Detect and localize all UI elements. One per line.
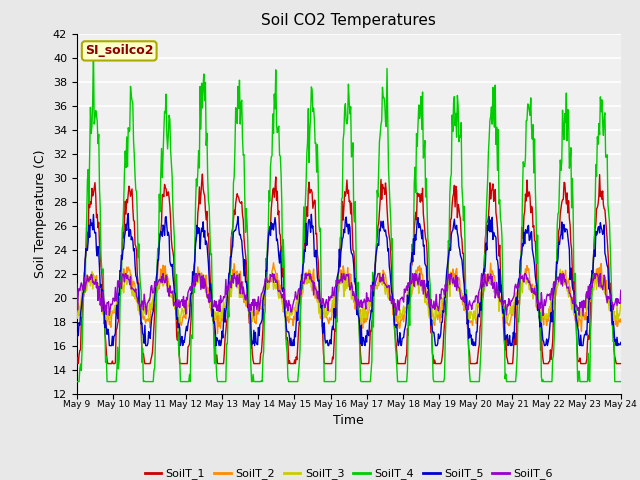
SoilT_5 <box>417 224 424 229</box>
SoilT_6 <box>73 281 81 287</box>
SoilT_4 <box>617 379 625 384</box>
SoilT_1 <box>617 361 625 367</box>
SoilT_2 <box>83 278 90 284</box>
SoilT_6 <box>140 307 147 313</box>
SoilT_4 <box>83 218 90 224</box>
SoilT_3 <box>431 305 439 311</box>
SoilT_1 <box>73 361 81 367</box>
SoilT_4 <box>223 341 231 347</box>
SoilT_6 <box>250 313 258 319</box>
SoilT_5 <box>224 283 232 288</box>
SoilT_4 <box>431 379 439 384</box>
SoilT_2 <box>214 331 221 336</box>
SoilT_3 <box>83 288 90 294</box>
SoilT_3 <box>223 294 231 300</box>
Line: SoilT_4: SoilT_4 <box>77 48 621 382</box>
SoilT_5 <box>433 343 440 348</box>
SoilT_2 <box>417 276 424 281</box>
SoilT_5 <box>83 247 90 253</box>
Text: SI_soilco2: SI_soilco2 <box>85 44 154 58</box>
SoilT_1 <box>83 244 90 250</box>
SoilT_3 <box>216 319 223 324</box>
SoilT_1 <box>431 361 439 367</box>
SoilT_6 <box>83 279 90 285</box>
SoilT_6 <box>195 271 202 276</box>
SoilT_2 <box>617 316 625 322</box>
SoilT_4 <box>416 116 424 121</box>
SoilT_4 <box>140 379 147 384</box>
SoilT_1 <box>194 210 202 216</box>
SoilT_4 <box>90 45 97 51</box>
SoilT_6 <box>617 288 625 293</box>
SoilT_2 <box>223 299 231 305</box>
SoilT_2 <box>73 313 81 319</box>
Line: SoilT_3: SoilT_3 <box>77 269 621 322</box>
SoilT_2 <box>194 264 202 270</box>
SoilT_1 <box>198 171 206 177</box>
SoilT_1 <box>223 315 231 321</box>
SoilT_2 <box>139 311 147 316</box>
SoilT_2 <box>269 260 277 265</box>
SoilT_6 <box>122 271 129 276</box>
SoilT_2 <box>433 311 440 316</box>
X-axis label: Time: Time <box>333 414 364 427</box>
SoilT_4 <box>195 148 202 154</box>
Title: Soil CO2 Temperatures: Soil CO2 Temperatures <box>261 13 436 28</box>
Legend: SoilT_1, SoilT_2, SoilT_3, SoilT_4, SoilT_5, SoilT_6: SoilT_1, SoilT_2, SoilT_3, SoilT_4, Soil… <box>140 464 557 480</box>
Y-axis label: Soil Temperature (C): Soil Temperature (C) <box>35 149 47 278</box>
SoilT_3 <box>617 301 625 307</box>
SoilT_1 <box>416 192 424 198</box>
SoilT_4 <box>73 379 81 384</box>
Line: SoilT_2: SoilT_2 <box>77 263 621 334</box>
SoilT_3 <box>194 280 202 286</box>
SoilT_3 <box>556 266 564 272</box>
SoilT_5 <box>73 336 81 342</box>
SoilT_6 <box>417 282 424 288</box>
SoilT_5 <box>124 211 132 216</box>
SoilT_3 <box>139 312 147 318</box>
SoilT_5 <box>106 343 113 348</box>
Line: SoilT_1: SoilT_1 <box>77 174 621 364</box>
SoilT_5 <box>196 226 204 232</box>
Line: SoilT_6: SoilT_6 <box>77 274 621 316</box>
SoilT_6 <box>433 291 440 297</box>
SoilT_5 <box>617 339 625 345</box>
SoilT_3 <box>73 315 81 321</box>
SoilT_3 <box>416 270 424 276</box>
SoilT_1 <box>139 353 147 359</box>
SoilT_5 <box>140 340 148 346</box>
SoilT_6 <box>223 284 231 289</box>
Line: SoilT_5: SoilT_5 <box>77 214 621 346</box>
